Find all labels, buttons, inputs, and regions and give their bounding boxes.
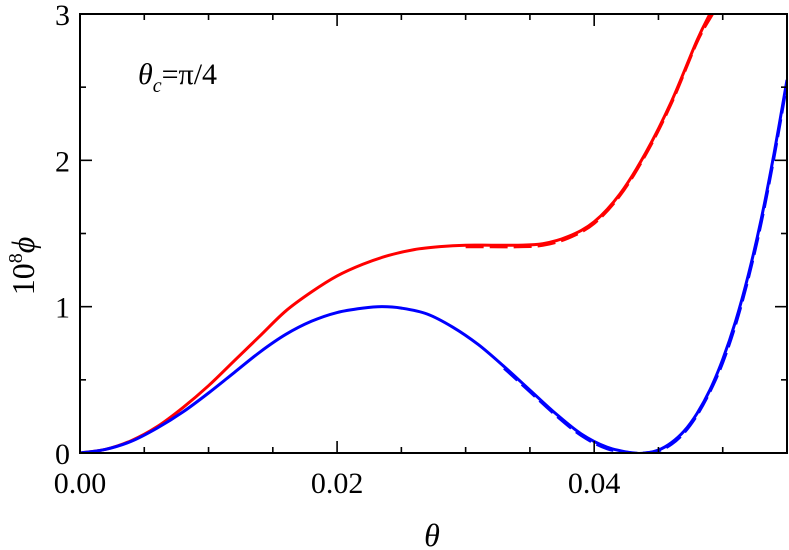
ticks — [79, 13, 788, 454]
tick-labels: 0.00 0.02 0.04 0 1 2 3 — [54, 0, 621, 500]
series-line-2-solid — [80, 79, 787, 453]
annotation-theta-c: θc=π/4 — [138, 58, 217, 97]
x-tick-label: 0.00 — [54, 467, 107, 500]
x-tick-label: 0.04 — [568, 467, 621, 500]
y-axis-label-variable: ϕ — [5, 237, 41, 254]
y-axis-label: 108ϕ — [5, 237, 41, 296]
series-line-1-dashed — [465, 14, 714, 249]
y-tick-label: 1 — [55, 292, 70, 325]
curves — [80, 14, 787, 453]
annotation-sub: c — [153, 75, 162, 97]
y-axis-label-exponent: 8 — [5, 253, 27, 263]
y-tick-label: 2 — [55, 145, 70, 178]
x-axis-label: θ — [424, 517, 440, 550]
y-tick-label: 0 — [55, 438, 70, 471]
series-line-3-dashed — [503, 82, 787, 453]
annotation-rest: =π/4 — [162, 58, 217, 91]
y-tick-label: 3 — [55, 0, 70, 32]
y-axis-label-base: 10 — [5, 263, 41, 295]
annotation-var: θ — [138, 58, 153, 91]
x-tick-label: 0.02 — [311, 467, 364, 500]
